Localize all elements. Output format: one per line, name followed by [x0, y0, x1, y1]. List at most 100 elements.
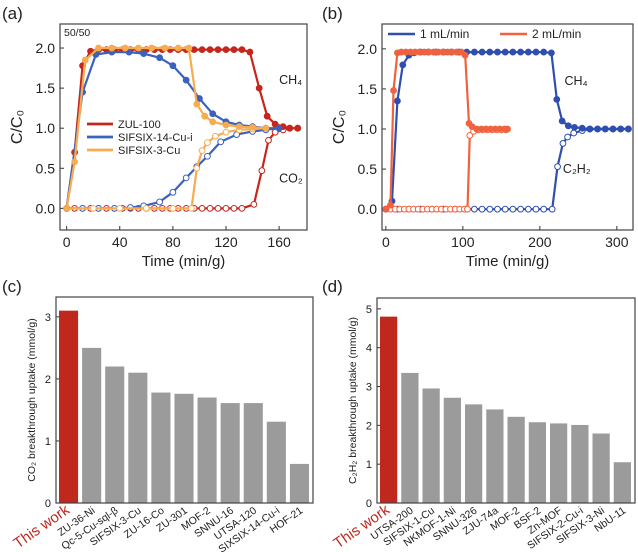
legend-label: 2 mL/min [532, 27, 581, 41]
panel-label: (c) [2, 277, 22, 296]
bar [82, 347, 102, 503]
x-tick-label: 0 [63, 234, 71, 250]
data-point [265, 136, 272, 144]
data-point [390, 87, 397, 94]
y-tick-label: 0 [45, 498, 51, 510]
data-point [532, 205, 540, 213]
data-point [222, 121, 230, 129]
bar [486, 409, 504, 503]
bar [571, 424, 589, 503]
bar [401, 372, 419, 503]
data-point [121, 44, 129, 52]
data-point [235, 123, 243, 130]
series-2-ml-min-c2h2 [382, 126, 510, 213]
data-point [211, 132, 219, 140]
data-point [624, 125, 632, 133]
data-point [524, 48, 532, 56]
panel-a: (a) 0.0 0.5 1.0 1.5 2.0 C/C₀ 0 40 80 120 160 Time (m… [2, 4, 308, 270]
bar [266, 421, 286, 503]
data-point [501, 205, 509, 213]
data-point [142, 204, 150, 212]
data-point [222, 46, 230, 54]
x-tick-label: 300 [605, 234, 629, 250]
data-point [601, 125, 609, 133]
y-tick-label: 2.0 [358, 41, 378, 57]
plot-area [382, 48, 632, 213]
data-point [286, 124, 294, 132]
x-tick-label: 160 [267, 234, 291, 250]
y-axis-label: C/C₀ [331, 110, 348, 144]
data-point [586, 125, 594, 133]
bar [550, 423, 568, 503]
y-axis-label: CO₂ breakthrough uptake (mmol/g) [26, 318, 38, 481]
data-point [387, 201, 394, 209]
data-point [524, 205, 532, 213]
data-point [238, 46, 246, 54]
data-point [554, 163, 561, 171]
data-point [540, 48, 548, 56]
data-point [95, 44, 102, 52]
data-point [230, 46, 238, 54]
bar [380, 316, 398, 503]
annotation: C₂H₂ [563, 162, 591, 176]
data-point [169, 62, 177, 70]
bar [592, 433, 610, 503]
data-point [564, 122, 572, 130]
bar [128, 372, 148, 503]
data-point [570, 129, 578, 137]
annotation: 50/50 [64, 27, 90, 39]
bar [289, 463, 309, 503]
panel-label: (b) [322, 4, 343, 23]
data-point [156, 54, 163, 62]
data-point [504, 125, 511, 133]
bar [507, 416, 525, 503]
data-point [201, 112, 209, 120]
data-point [609, 125, 617, 133]
data-point [578, 124, 586, 132]
data-point [393, 97, 401, 105]
data-point [204, 139, 211, 147]
data-point [148, 44, 156, 52]
data-point [196, 95, 203, 102]
panel-label: (a) [2, 4, 23, 23]
data-point [71, 158, 79, 166]
data-point [255, 84, 263, 92]
data-point [230, 204, 238, 212]
annotation: CO₂ [279, 172, 303, 186]
y-axis-label: C/C₀ [9, 110, 26, 144]
data-point [517, 205, 524, 213]
data-point [188, 204, 195, 212]
panel-label: (d) [322, 277, 343, 296]
x-axis-label: Time (min/g) [466, 253, 550, 270]
data-point [486, 48, 494, 56]
y-tick-label: 0.0 [36, 200, 56, 216]
bar [59, 310, 79, 503]
data-point [571, 124, 578, 131]
data-point [553, 95, 561, 103]
data-point [509, 205, 517, 213]
y-tick-label: 0 [366, 498, 372, 510]
data-point [540, 205, 548, 213]
data-point [108, 44, 116, 52]
data-point [517, 48, 524, 56]
plot-frame [376, 297, 636, 504]
data-point [125, 48, 133, 56]
series-1-ml-min-c2h2 [382, 125, 632, 213]
x-tick-label: 120 [214, 234, 238, 250]
series-sifsix-3-cu-ch4 [63, 44, 270, 212]
y-axis-label: C₂H₂ breakthrough uptake (mmol/g) [347, 317, 359, 484]
data-point [294, 124, 302, 132]
data-point [156, 198, 163, 206]
bar [220, 403, 240, 503]
data-point [486, 205, 494, 213]
bar [613, 462, 631, 503]
series-line [65, 50, 280, 209]
data-point [275, 124, 283, 132]
data-point [509, 48, 517, 56]
series-line [385, 128, 506, 211]
annotation: CH₄ [564, 74, 587, 88]
data-point [198, 204, 206, 212]
data-point [222, 204, 230, 212]
data-point [263, 112, 271, 120]
